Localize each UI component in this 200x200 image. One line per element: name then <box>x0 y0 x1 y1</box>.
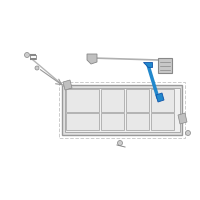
Polygon shape <box>101 89 124 112</box>
Polygon shape <box>126 89 149 112</box>
Polygon shape <box>143 62 152 67</box>
Polygon shape <box>87 54 97 64</box>
Polygon shape <box>62 85 182 135</box>
Polygon shape <box>151 113 174 130</box>
Circle shape <box>35 66 39 70</box>
Polygon shape <box>66 113 99 130</box>
Polygon shape <box>65 88 180 132</box>
Polygon shape <box>158 58 172 73</box>
Polygon shape <box>151 89 174 112</box>
Polygon shape <box>101 113 124 130</box>
Polygon shape <box>156 93 164 102</box>
Polygon shape <box>66 89 99 112</box>
Polygon shape <box>178 113 187 124</box>
Circle shape <box>118 140 122 146</box>
Circle shape <box>24 52 30 58</box>
Polygon shape <box>126 113 149 130</box>
Circle shape <box>186 130 190 136</box>
Polygon shape <box>63 80 72 90</box>
